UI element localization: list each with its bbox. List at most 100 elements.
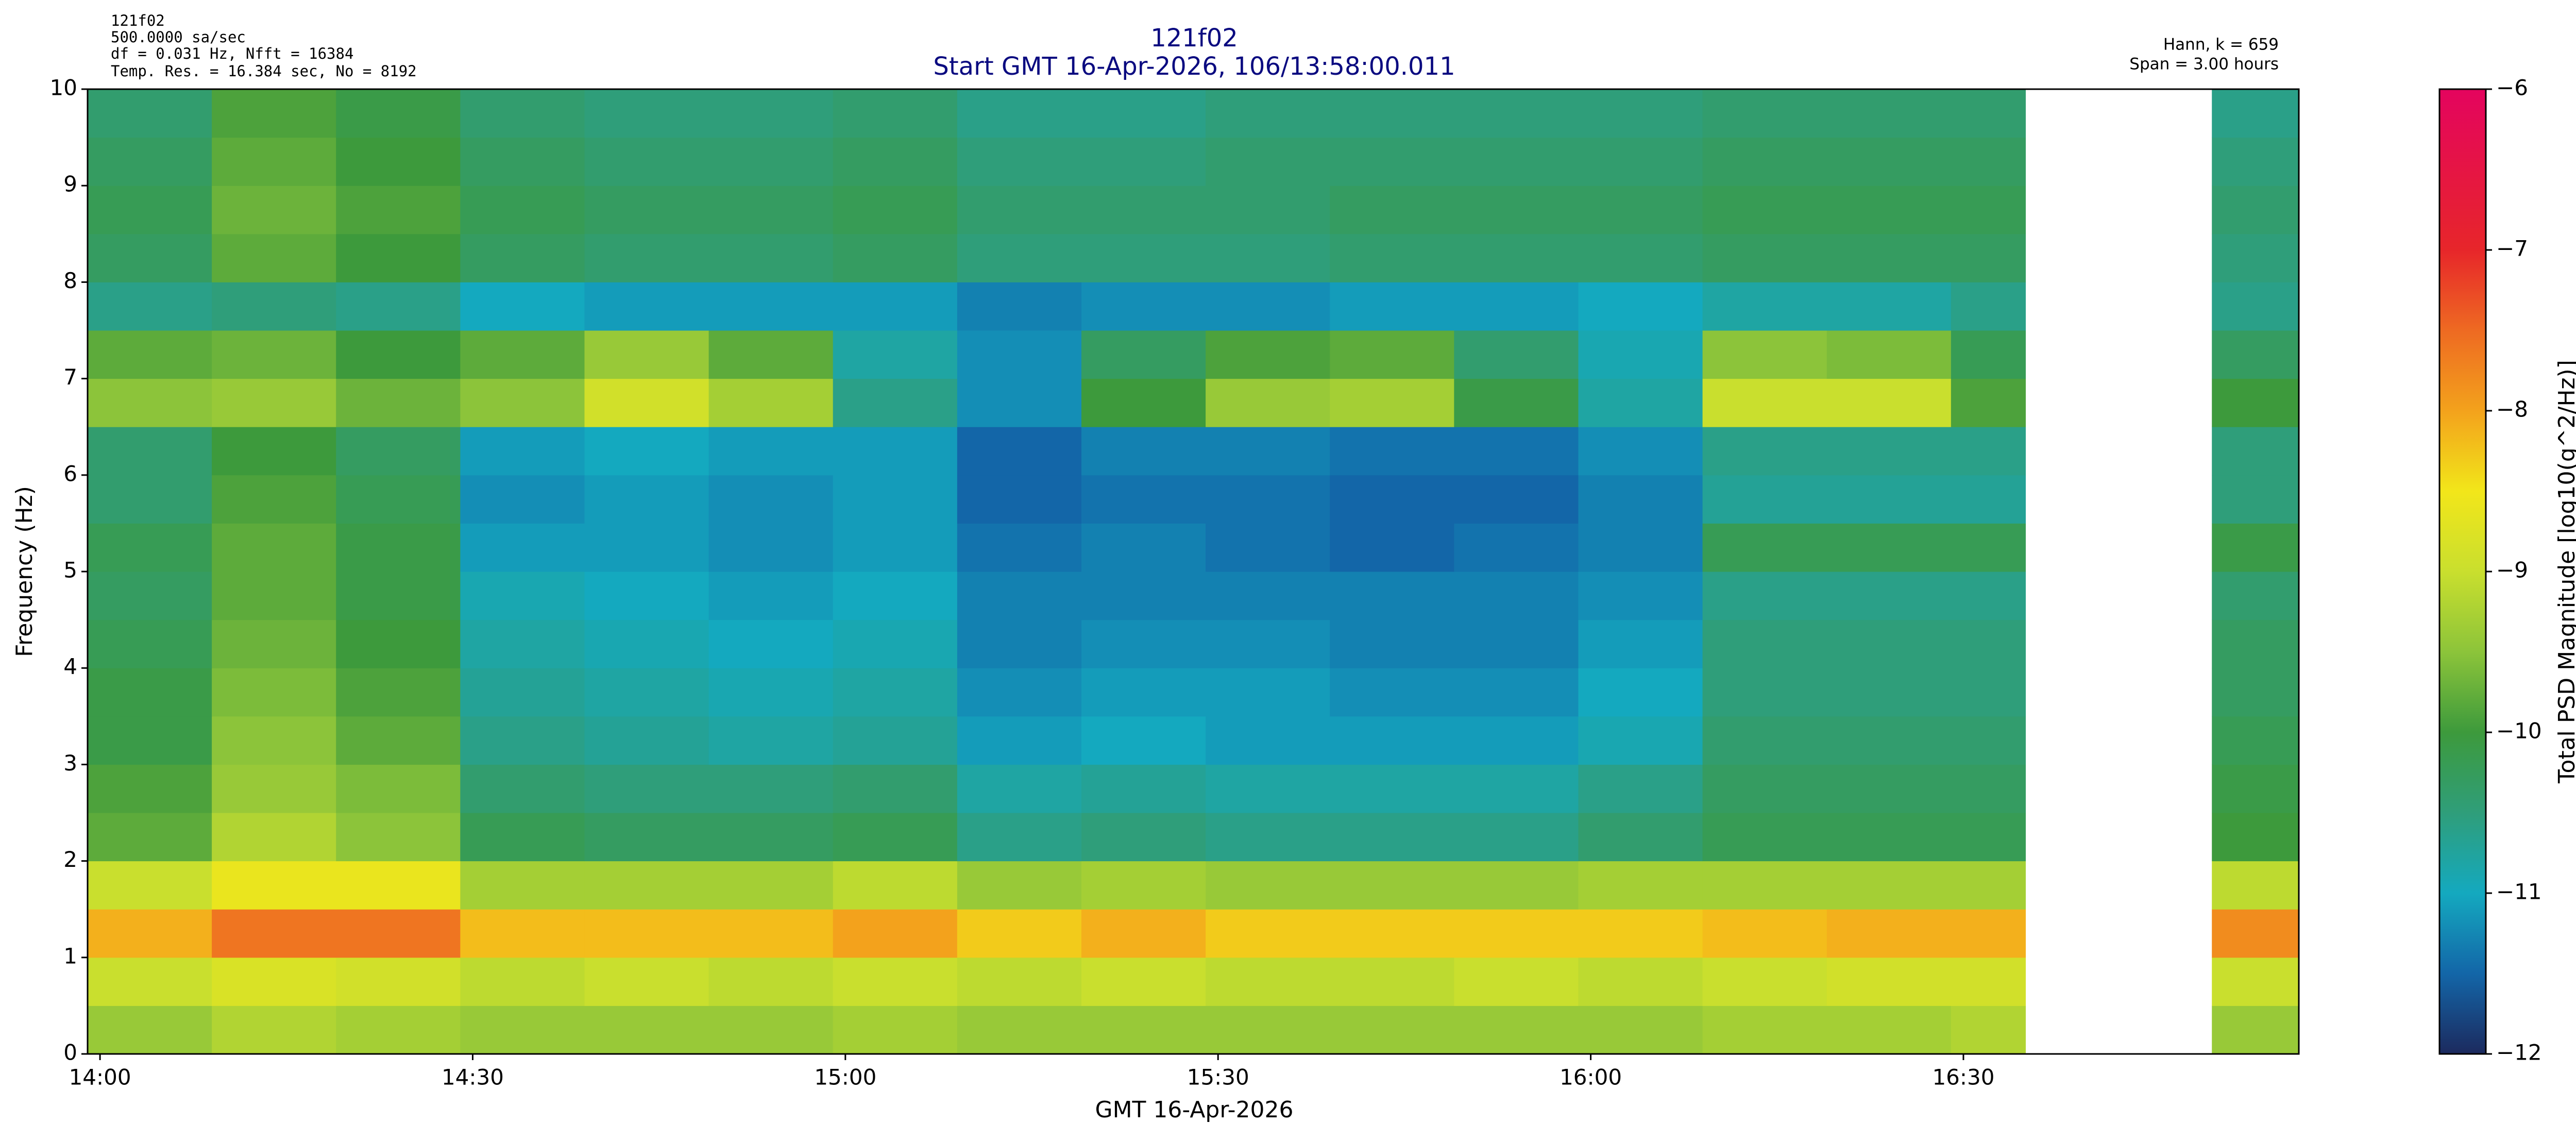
- heatmap-cell: [957, 137, 1082, 186]
- heatmap-cell: [88, 282, 212, 331]
- heatmap-cell: [1702, 89, 1827, 138]
- heatmap-cell: [2212, 957, 2299, 1006]
- heatmap-cell: [1826, 427, 1952, 476]
- heatmap-cell: [2212, 813, 2299, 862]
- heatmap-cell: [708, 89, 834, 138]
- heatmap-cell: [957, 764, 1082, 813]
- heatmap-cell: [1951, 427, 2026, 476]
- heatmap-cell: [1578, 427, 1703, 476]
- heatmap-cell: [1206, 1005, 1330, 1054]
- heatmap-cell: [88, 813, 212, 862]
- heatmap-cell: [584, 861, 709, 910]
- heatmap-cell: [212, 861, 336, 910]
- heatmap-cell: [2212, 572, 2299, 621]
- heatmap-cell: [1578, 137, 1703, 186]
- heatmap-cell: [708, 909, 834, 958]
- heatmap-cell: [1826, 186, 1952, 234]
- heatmap-cell: [584, 716, 709, 765]
- heatmap-cell: [460, 427, 585, 476]
- heatmap-cell: [1206, 137, 1330, 186]
- heatmap-cell: [336, 378, 461, 427]
- heatmap-cell: [1826, 330, 1952, 379]
- heatmap-cell: [2212, 619, 2299, 668]
- colorbar-tick-label: −9: [2496, 558, 2528, 583]
- heatmap-cell: [1206, 233, 1330, 282]
- heatmap-cell: [1702, 619, 1827, 668]
- heatmap-cell: [833, 330, 958, 379]
- heatmap-cell: [957, 668, 1082, 717]
- heatmap-cell: [2212, 233, 2299, 282]
- heatmap-cell: [833, 282, 958, 331]
- heatmap-cell: [833, 186, 958, 234]
- heatmap-cell: [708, 137, 834, 186]
- heatmap-cell: [212, 233, 336, 282]
- heatmap-cell: [1454, 764, 1579, 813]
- heatmap-cell: [336, 716, 461, 765]
- heatmap-cell: [1826, 668, 1952, 717]
- heatmap-cell: [460, 1005, 585, 1054]
- heatmap-cell: [584, 475, 709, 524]
- y-tick-label: 10: [50, 75, 77, 100]
- heatmap-cell: [708, 233, 834, 282]
- chart-title: 121f02: [1150, 24, 1238, 53]
- heatmap-cell: [1702, 572, 1827, 621]
- heatmap-cell: [2212, 523, 2299, 572]
- heatmap-cell: [584, 233, 709, 282]
- heatmap-cell: [1081, 523, 1206, 572]
- heatmap-cell: [1081, 572, 1206, 621]
- heatmap-cell: [1578, 233, 1703, 282]
- info-right: Hann, k = 659: [2163, 36, 2279, 54]
- x-tick-label: 14:00: [69, 1065, 131, 1090]
- heatmap-cell: [460, 957, 585, 1006]
- heatmap-cell: [1951, 186, 2026, 234]
- heatmap-cell: [833, 861, 958, 910]
- heatmap-cell: [1578, 619, 1703, 668]
- heatmap-cell: [1826, 137, 1952, 186]
- heatmap-cell: [1206, 957, 1330, 1006]
- heatmap-cell: [1330, 813, 1454, 862]
- colorbar-tick-label: −11: [2496, 879, 2542, 904]
- heatmap-cell: [1330, 186, 1454, 234]
- heatmap-cell: [1081, 233, 1206, 282]
- heatmap-cell: [1454, 909, 1579, 958]
- heatmap-cell: [1454, 861, 1579, 910]
- heatmap-cell: [1951, 89, 2026, 138]
- heatmap-cell: [1081, 764, 1206, 813]
- heatmap-cell: [460, 475, 585, 524]
- y-tick-label: 3: [63, 750, 77, 776]
- heatmap-cell: [1330, 668, 1454, 717]
- heatmap-cell: [584, 523, 709, 572]
- heatmap-cell: [1951, 668, 2026, 717]
- heatmap-cell: [1330, 861, 1454, 910]
- heatmap-cell: [1702, 233, 1827, 282]
- heatmap-cell: [212, 475, 336, 524]
- heatmap-cell: [1206, 909, 1330, 958]
- heatmap-cell: [1330, 475, 1454, 524]
- heatmap-cell: [2212, 427, 2299, 476]
- heatmap-cell: [88, 668, 212, 717]
- heatmap-cell: [212, 764, 336, 813]
- heatmap-cell: [1578, 909, 1703, 958]
- heatmap-cell: [708, 716, 834, 765]
- heatmap-cell: [1206, 861, 1330, 910]
- heatmap-cell: [88, 330, 212, 379]
- heatmap-cell: [88, 861, 212, 910]
- heatmap-cell: [1578, 475, 1703, 524]
- heatmap-cell: [1206, 186, 1330, 234]
- heatmap-cell: [833, 764, 958, 813]
- info-line: Temp. Res. = 16.384 sec, No = 8192: [111, 62, 417, 80]
- heatmap-cell: [1454, 233, 1579, 282]
- heatmap-cell: [1454, 572, 1579, 621]
- heatmap-cell: [1454, 89, 1579, 138]
- heatmap-cell: [1578, 813, 1703, 862]
- heatmap-cell: [1206, 523, 1330, 572]
- heatmap-cell: [1454, 282, 1579, 331]
- heatmap-cell: [1206, 764, 1330, 813]
- heatmap-cell: [833, 89, 958, 138]
- heatmap-cell: [1951, 716, 2026, 765]
- heatmap-cell: [212, 572, 336, 621]
- heatmap-cell: [336, 523, 461, 572]
- heatmap-cell: [1826, 282, 1952, 331]
- heatmap-cell: [88, 89, 212, 138]
- heatmap-cell: [1578, 378, 1703, 427]
